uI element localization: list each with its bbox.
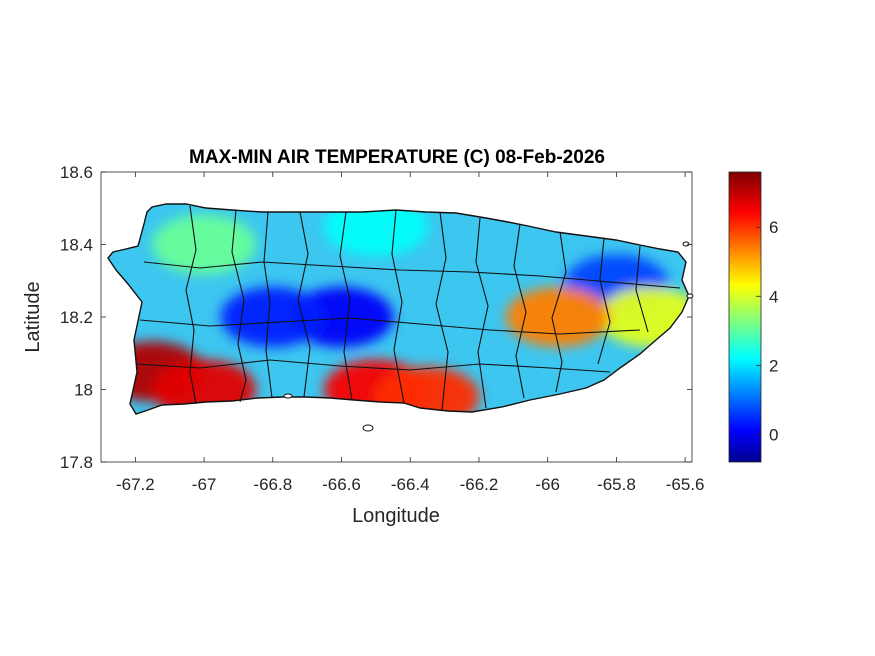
y-tick-label: 18 — [74, 381, 93, 400]
municipality-border — [263, 211, 273, 399]
x-tick-label: -66.2 — [460, 475, 499, 494]
x-tick-label: -67 — [192, 475, 217, 494]
y-axis: 17.8 18 18.2 18.4 18.6 — [60, 163, 692, 472]
coastline — [107, 203, 690, 415]
municipality-border — [339, 211, 353, 401]
x-tick-label: -66.8 — [253, 475, 292, 494]
municipality-border — [391, 209, 405, 404]
colorbar-tick-label: 0 — [769, 425, 778, 444]
x-tick-label: -66.4 — [391, 475, 430, 494]
islet — [362, 424, 374, 432]
islet — [283, 393, 293, 399]
colorbar-ticks: 0 2 4 6 — [756, 218, 778, 444]
chart-title: MAX-MIN AIR TEMPERATURE (C) 08-Feb-2026 — [189, 147, 605, 168]
municipality-border — [135, 359, 611, 373]
colorbar — [728, 171, 762, 463]
x-tick-label: -66.6 — [322, 475, 361, 494]
municipality-border — [597, 237, 611, 365]
municipality-border — [551, 231, 567, 393]
colorbar-tick-label: 4 — [769, 287, 778, 306]
municipality-borders — [135, 205, 681, 411]
municipality-border — [635, 245, 649, 333]
municipality-border — [185, 205, 197, 405]
offshore-islets — [283, 241, 694, 432]
islet — [682, 241, 690, 247]
municipality-border — [297, 211, 311, 398]
colorbar-tick-label: 6 — [769, 218, 778, 237]
x-axis-label: Longitude — [352, 505, 440, 527]
municipality-border — [143, 261, 681, 289]
municipality-border — [513, 223, 527, 399]
colorbar-tick-label: 2 — [769, 356, 778, 375]
region-central-west-mountains — [220, 287, 325, 347]
municipality-border — [475, 217, 489, 409]
y-tick-label: 17.8 — [60, 453, 93, 472]
x-tick-label: -67.2 — [116, 475, 155, 494]
y-tick-label: 18.2 — [60, 308, 93, 327]
region-northwest — [152, 214, 257, 275]
x-tick-label: -66 — [535, 475, 560, 494]
x-tick-label: -65.8 — [597, 475, 636, 494]
x-axis: -67.2 -67 -66.8 -66.6 -66.4 -66.2 -66 -65.8 -65.… — [116, 172, 705, 494]
y-tick-label: 18.6 — [60, 163, 93, 182]
municipality-border — [435, 211, 449, 411]
municipality-border — [139, 317, 641, 335]
y-axis-label: Latitude — [22, 281, 44, 352]
islet — [686, 293, 694, 299]
municipality-border — [231, 209, 247, 403]
x-tick-label: -65.6 — [666, 475, 705, 494]
y-tick-label: 18.4 — [60, 236, 93, 255]
